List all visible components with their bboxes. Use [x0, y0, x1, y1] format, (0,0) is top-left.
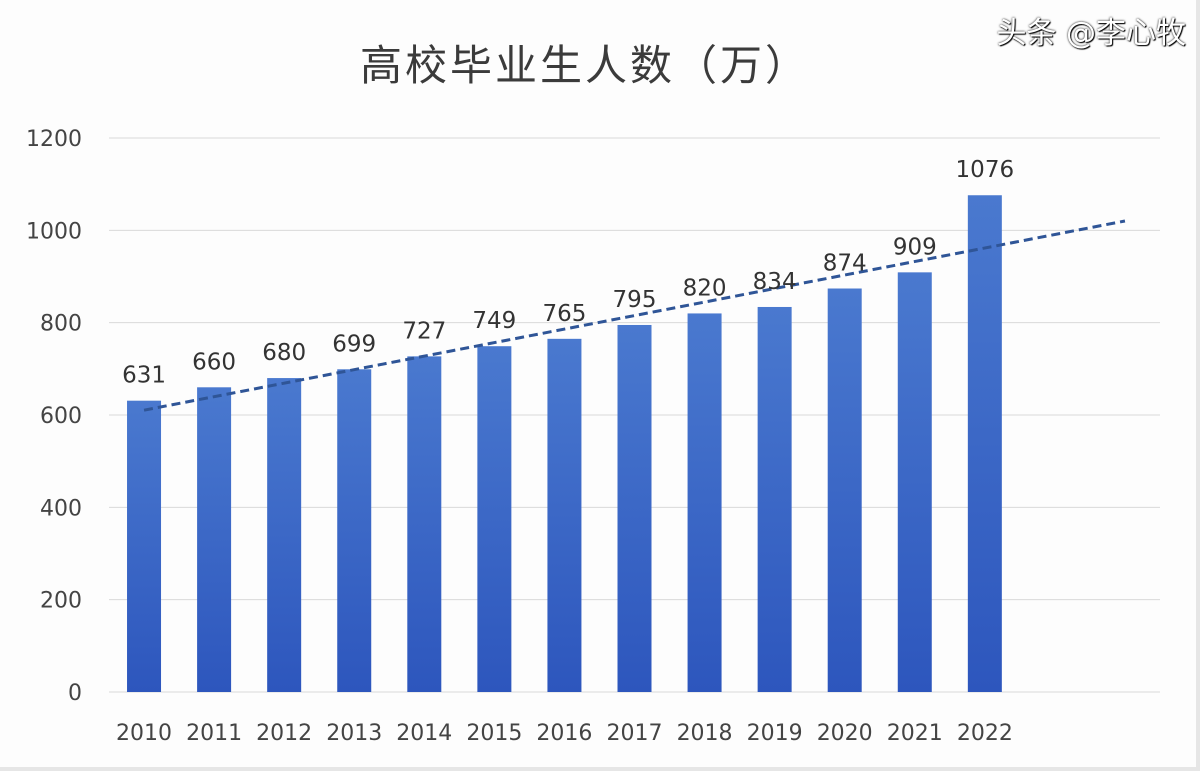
- bar-2014: [407, 356, 442, 692]
- data-label: 660: [192, 349, 236, 375]
- y-tick-label: 200: [40, 589, 82, 614]
- y-tick-label: 0: [68, 681, 82, 706]
- y-tick-label: 1200: [26, 127, 82, 152]
- bar-2018: [687, 313, 722, 692]
- bar-2010: [127, 400, 162, 692]
- x-tick-label: 2011: [186, 721, 242, 746]
- data-label: 909: [893, 234, 937, 260]
- bar-2021: [897, 272, 932, 692]
- data-label: 834: [753, 269, 797, 295]
- data-label: 680: [262, 340, 306, 366]
- data-label: 727: [402, 318, 446, 344]
- y-tick-label: 800: [40, 312, 82, 337]
- bar-2013: [337, 369, 372, 692]
- trendline: [143, 219, 1126, 412]
- y-tick-label: 600: [40, 404, 82, 429]
- x-tick-label: 2021: [887, 721, 943, 746]
- x-tick-label: 2020: [817, 721, 873, 746]
- x-tick-label: 2014: [396, 721, 452, 746]
- x-tick-label: 2019: [747, 721, 803, 746]
- x-tick-label: 2017: [607, 721, 663, 746]
- bar-2022: [967, 195, 1002, 692]
- bar-2016: [547, 338, 582, 692]
- x-tick-label: 2016: [536, 721, 592, 746]
- data-label: 874: [823, 251, 867, 277]
- x-tick-label: 2010: [116, 721, 172, 746]
- chart-title: 高校毕业生人数（万）: [359, 41, 810, 90]
- x-tick-label: 2018: [677, 721, 733, 746]
- data-label: 1076: [956, 157, 1015, 183]
- watermark: 头条 @李心牧: [996, 16, 1186, 51]
- bar-2012: [267, 378, 302, 692]
- y-tick-label: 1000: [26, 219, 82, 244]
- bar-2019: [757, 306, 792, 692]
- bar-2015: [477, 346, 512, 692]
- y-tick-label: 400: [40, 496, 82, 521]
- x-tick-label: 2022: [957, 721, 1013, 746]
- x-tick-label: 2012: [256, 721, 312, 746]
- data-label: 765: [542, 301, 586, 327]
- x-tick-label: 2013: [326, 721, 382, 746]
- bar-2011: [197, 387, 232, 692]
- data-label: 631: [122, 363, 166, 389]
- data-label: 749: [472, 308, 516, 334]
- bar-2017: [617, 324, 652, 692]
- data-label: 820: [683, 275, 727, 301]
- bar-2020: [827, 288, 862, 692]
- data-label: 795: [613, 287, 657, 313]
- x-tick-label: 2015: [466, 721, 522, 746]
- data-label: 699: [332, 331, 376, 357]
